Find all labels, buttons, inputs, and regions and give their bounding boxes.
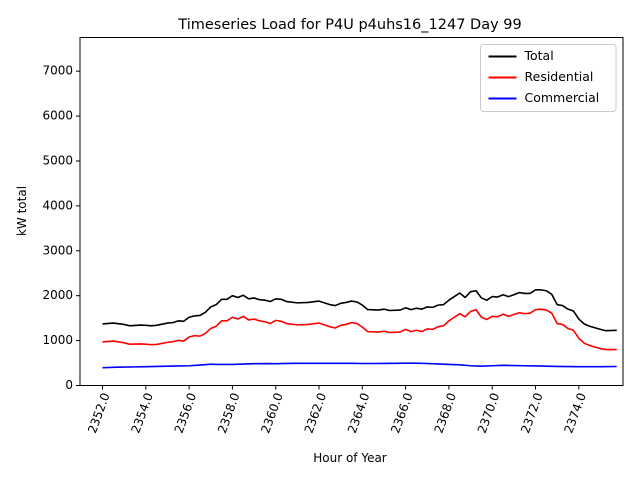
legend-box (480, 44, 617, 112)
series-line-total (102, 289, 617, 332)
y-tick-label: 1000 (42, 333, 73, 347)
plot-area (102, 289, 617, 369)
y-tick-label: 4000 (42, 198, 73, 212)
y-tick-label: 0 (65, 378, 73, 392)
legend-label-commercial: Commercial (525, 90, 600, 105)
y-tick-label: 7000 (42, 64, 73, 78)
chart-title: Timeseries Load for P4U p4uhs16_1247 Day… (177, 17, 521, 33)
y-axis: 0 1000 2000 3000 4000 5000 6000 7000 (42, 64, 80, 392)
plot-frame (79, 37, 624, 386)
series-line-residential (102, 308, 617, 351)
series-line-commercial (102, 362, 617, 369)
legend: Total Residential Commercial (480, 44, 617, 112)
y-tick-label: 5000 (42, 153, 73, 167)
x-axis-label: Hour of Year (313, 451, 387, 465)
y-axis-label: kW total (15, 186, 29, 236)
legend-label-total: Total (524, 48, 554, 63)
y-tick-label: 3000 (42, 243, 73, 257)
y-tick-label: 6000 (42, 109, 73, 123)
legend-label-residential: Residential (525, 69, 594, 84)
y-tick-label: 2000 (42, 288, 73, 302)
